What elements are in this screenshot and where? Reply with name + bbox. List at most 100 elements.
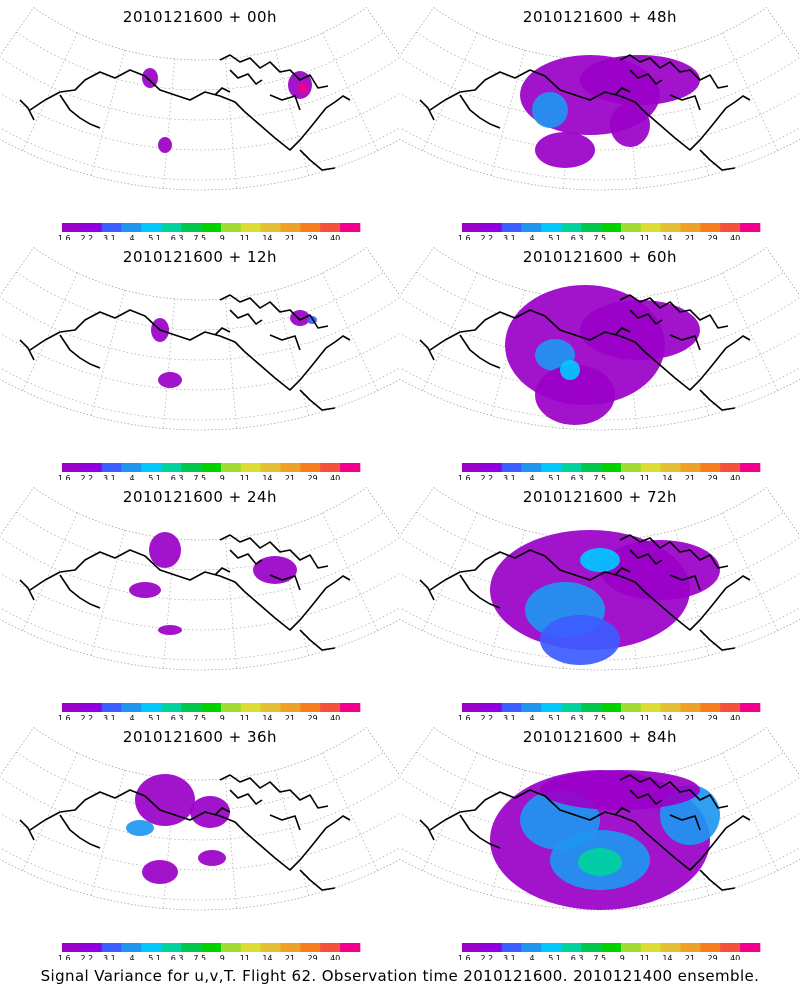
colorbar-swatch [541,943,562,952]
colorbar-swatch [201,703,222,712]
coastline [19,54,351,171]
colorbar-tick-label: 4 [129,474,134,480]
colorbar-swatch [561,703,582,712]
map-plot: 1.6 2.2 3.1 4 5.1 6.3 7.5 9 11 14 21 29 40 [0,7,400,240]
colorbar-swatch [320,223,341,232]
colorbar-tick-label: 14 [662,474,672,480]
panel-title: 2010121600 + 12h [122,248,278,266]
variance-patch [535,132,595,168]
colorbar-swatch [720,223,741,232]
variance-patch [129,582,161,598]
colorbar-swatch [481,223,503,232]
colorbar-swatch [601,703,622,712]
colorbar-tick-label: 6.3 [171,954,184,960]
map-plot: 1.6 2.2 3.1 4 5.1 6.3 7.5 9 11 14 21 29 40 [0,727,400,960]
colorbar-tick-label: 5.1 [148,234,161,240]
variance-patch [560,360,580,380]
colorbar-tick-label: 11 [640,954,650,960]
colorbar-swatch [521,223,542,232]
colorbar-tick-label: 6.3 [571,954,584,960]
graticule-meridian [22,32,78,151]
colorbar-tick-label: 40 [330,714,340,720]
colorbar-swatch [700,463,721,472]
coastline [419,534,751,651]
colorbar-swatch [561,223,582,232]
colorbar-tick-label: 1.6 [58,234,71,240]
colorbar-tick-label: 5.1 [548,954,561,960]
map-plot: 1.6 2.2 3.1 4 5.1 6.3 7.5 9 11 14 21 29 40 [0,247,400,480]
coastline [19,294,351,411]
colorbar-swatch [280,223,301,232]
variance-patch [158,625,182,635]
graticule-meridian [674,290,709,416]
colorbar-tick-label: 21 [285,234,295,240]
colorbar-swatch [501,463,522,472]
graticule-parallel [400,607,800,661]
colorbar-swatch [240,703,261,712]
colorbar-tick-label: 21 [285,474,295,480]
colorbar-tick-label: 9 [620,714,625,720]
colorbar-swatch [161,943,182,952]
variance-patch [298,82,308,94]
colorbar-swatch [501,703,522,712]
colorbar-tick-label: 11 [240,714,250,720]
colorbar-swatch [581,223,602,232]
forecast-panel: 2010121600 + 36h 1.6 2.2 3.1 4 5.1 6.3 7.5 9 11 14… [0,720,400,960]
graticule-parallel [400,847,800,901]
coastline [419,774,751,891]
forecast-panel: 2010121600 + 00h 1.6 2.2 3.1 4 5.1 6.3 7.5 9 11 14… [0,0,400,240]
colorbar-swatch [720,703,741,712]
colorbar-tick-label: 21 [285,954,295,960]
colorbar-swatch [62,943,83,952]
colorbar-swatch [300,943,321,952]
colorbar-tick-label: 14 [662,954,672,960]
panel-title: 2010121600 + 36h [122,728,278,746]
coastline [19,534,351,651]
colorbar-tick-label: 3.1 [503,234,516,240]
colorbar-tick-label: 21 [685,714,695,720]
variance-patch [198,850,226,866]
colorbar-swatch [161,703,182,712]
colorbar-tick-label: 9 [220,714,225,720]
graticule-parallel [0,572,400,631]
colorbar-swatch [740,943,761,952]
colorbar-swatch [521,463,542,472]
colorbar-swatch [521,943,542,952]
variance-patch [580,548,620,572]
variance-patch [540,770,700,810]
colorbar-tick-label: 7.5 [593,234,606,240]
colorbar-swatch [660,463,681,472]
colorbar-tick-label: 21 [685,234,695,240]
colorbar-tick-label: 40 [330,474,340,480]
colorbar-tick-label: 9 [620,474,625,480]
colorbar-tick-label: 29 [307,954,317,960]
colorbar-swatch [541,703,562,712]
colorbar-tick-label: 11 [240,954,250,960]
colorbar-swatch [161,463,182,472]
colorbar-swatch [561,463,582,472]
colorbar-swatch [640,223,661,232]
variance-patch [580,55,700,105]
colorbar-tick-label: 3.1 [503,714,516,720]
variance-patch [149,532,181,568]
variance-patch [158,372,182,388]
graticule-parallel [400,92,800,151]
colorbar-swatch [260,463,281,472]
colorbar-tick-label: 2.2 [80,714,93,720]
colorbar-tick-label: 29 [307,474,317,480]
colorbar-swatch [340,943,361,952]
colorbar-tick-label: 11 [240,474,250,480]
graticule-meridian [22,512,78,631]
graticule-meridian [322,32,378,151]
graticule-meridian [722,512,778,631]
colorbar-swatch [581,703,602,712]
graticule-parallel [400,127,800,181]
graticule-meridian [422,752,478,871]
colorbar-swatch [501,223,522,232]
colorbar-swatch [620,703,642,712]
colorbar-tick-label: 7.5 [593,954,606,960]
variance-patch [190,796,230,828]
colorbar-swatch [240,223,261,232]
colorbar-tick-label: 6.3 [571,234,584,240]
panel-title: 2010121600 + 84h [522,728,678,746]
